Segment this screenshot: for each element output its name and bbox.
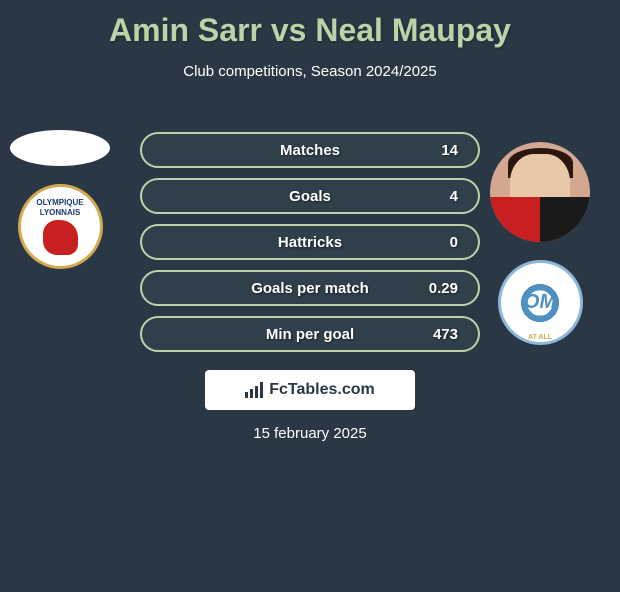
club-badge-left: OLYMPIQUE LYONNAIS	[18, 184, 103, 269]
stat-right-value: 0.29	[398, 280, 458, 297]
brand-text: FcTables.com	[269, 381, 375, 399]
stat-right-value: 0	[398, 234, 458, 251]
stat-label: Min per goal	[222, 326, 398, 343]
player-left-column: OLYMPIQUE LYONNAIS	[10, 130, 110, 269]
club-left-content: OLYMPIQUE LYONNAIS	[21, 198, 100, 254]
stat-label: Matches	[222, 142, 398, 159]
player-right-column: OM AT ALL	[490, 142, 590, 345]
club-left-emblem	[43, 220, 78, 255]
stat-row-hattricks: Hattricks 0	[140, 224, 480, 260]
stats-container: Matches 14 Goals 4 Hattricks 0 Goals per…	[140, 132, 480, 362]
stat-right-value: 14	[398, 142, 458, 159]
subtitle: Club competitions, Season 2024/2025	[0, 63, 620, 80]
stat-row-matches: Matches 14	[140, 132, 480, 168]
player-left-avatar	[10, 130, 110, 166]
stat-label: Goals	[222, 188, 398, 205]
stat-right-value: 473	[398, 326, 458, 343]
stat-row-min-per-goal: Min per goal 473	[140, 316, 480, 352]
stat-row-goals: Goals 4	[140, 178, 480, 214]
brand-chart-icon	[245, 382, 265, 398]
stat-label: Goals per match	[222, 280, 398, 297]
brand-badge: FcTables.com	[205, 370, 415, 410]
club-right-content: OM AT ALL	[510, 273, 570, 333]
brand-bar-icon	[260, 382, 263, 398]
brand-bar-icon	[250, 389, 253, 398]
date-text: 15 february 2025	[253, 425, 366, 442]
player-right-avatar	[490, 142, 590, 242]
club-badge-right: OM AT ALL	[498, 260, 583, 345]
stat-label: Hattricks	[222, 234, 398, 251]
stat-row-goals-per-match: Goals per match 0.29	[140, 270, 480, 306]
avatar-jersey-icon	[490, 197, 590, 242]
club-left-name: OLYMPIQUE LYONNAIS	[21, 198, 100, 217]
brand-bar-icon	[245, 392, 248, 398]
stat-right-value: 4	[398, 188, 458, 205]
brand-bar-icon	[255, 386, 258, 398]
club-right-letters: OM	[524, 291, 556, 314]
club-right-subtext: AT ALL	[528, 334, 552, 341]
page-title: Amin Sarr vs Neal Maupay	[0, 12, 620, 49]
